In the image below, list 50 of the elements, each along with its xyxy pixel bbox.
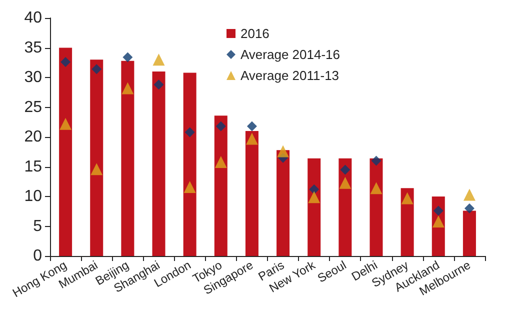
bar (370, 158, 383, 256)
point (463, 188, 476, 201)
point (122, 52, 133, 62)
legend-label: 2016 (240, 26, 270, 41)
point (401, 192, 414, 204)
bar (308, 158, 321, 256)
point (340, 164, 350, 175)
y-tick-label: 25 (24, 98, 42, 116)
y-tick-label: 5 (33, 218, 42, 235)
bar (59, 48, 72, 256)
point (152, 54, 165, 66)
point (370, 182, 382, 194)
y-tick-label: 10 (24, 188, 42, 205)
point (154, 80, 164, 90)
bar (400, 188, 414, 256)
point (277, 145, 290, 158)
bar (462, 210, 476, 256)
point (432, 215, 444, 228)
point (433, 206, 444, 216)
point (214, 156, 227, 168)
point (216, 121, 226, 132)
point (308, 191, 320, 204)
bar (183, 72, 196, 256)
y-tick-label: 30 (24, 69, 42, 86)
legend-label: Average 2014-16 (240, 47, 340, 62)
bar (245, 131, 258, 256)
point (371, 156, 382, 166)
bar (214, 116, 228, 256)
bar (121, 60, 134, 256)
bar (152, 72, 166, 256)
point (90, 163, 103, 176)
point (92, 64, 102, 74)
point (246, 132, 258, 145)
bar (90, 60, 104, 256)
y-tick-label: 20 (24, 128, 42, 146)
point (464, 203, 474, 214)
y-tick-label: 0 (33, 248, 42, 264)
y-tick-label: 40 (24, 10, 42, 26)
legend-label: Average 2011-13 (240, 68, 340, 83)
point (246, 121, 257, 132)
point (339, 176, 352, 189)
point (184, 180, 196, 193)
point (122, 82, 134, 94)
bar (276, 150, 290, 256)
point (60, 57, 71, 68)
y-tick-label: 15 (24, 158, 42, 176)
point (309, 184, 320, 194)
point (184, 127, 195, 138)
y-tick-label: 35 (24, 39, 42, 56)
point (60, 118, 72, 130)
